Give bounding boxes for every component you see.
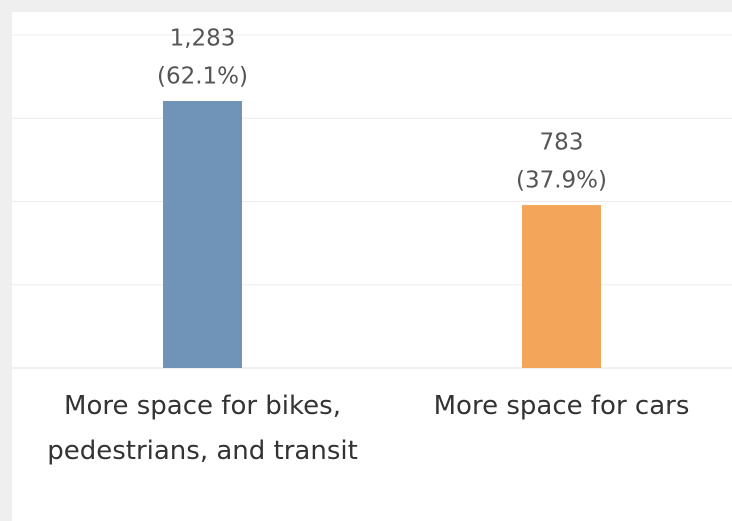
- chart-panel: [12, 12, 732, 521]
- bar: [163, 100, 242, 369]
- value-label: 783: [540, 130, 584, 156]
- category-label: More space for bikes, pedestrians, and t…: [47, 391, 358, 466]
- bar: [522, 205, 601, 368]
- share-label: (37.9%): [516, 168, 607, 194]
- category-label: More space for cars: [433, 391, 690, 421]
- value-label: 1,283: [170, 25, 236, 51]
- share-label: (62.1%): [157, 63, 248, 89]
